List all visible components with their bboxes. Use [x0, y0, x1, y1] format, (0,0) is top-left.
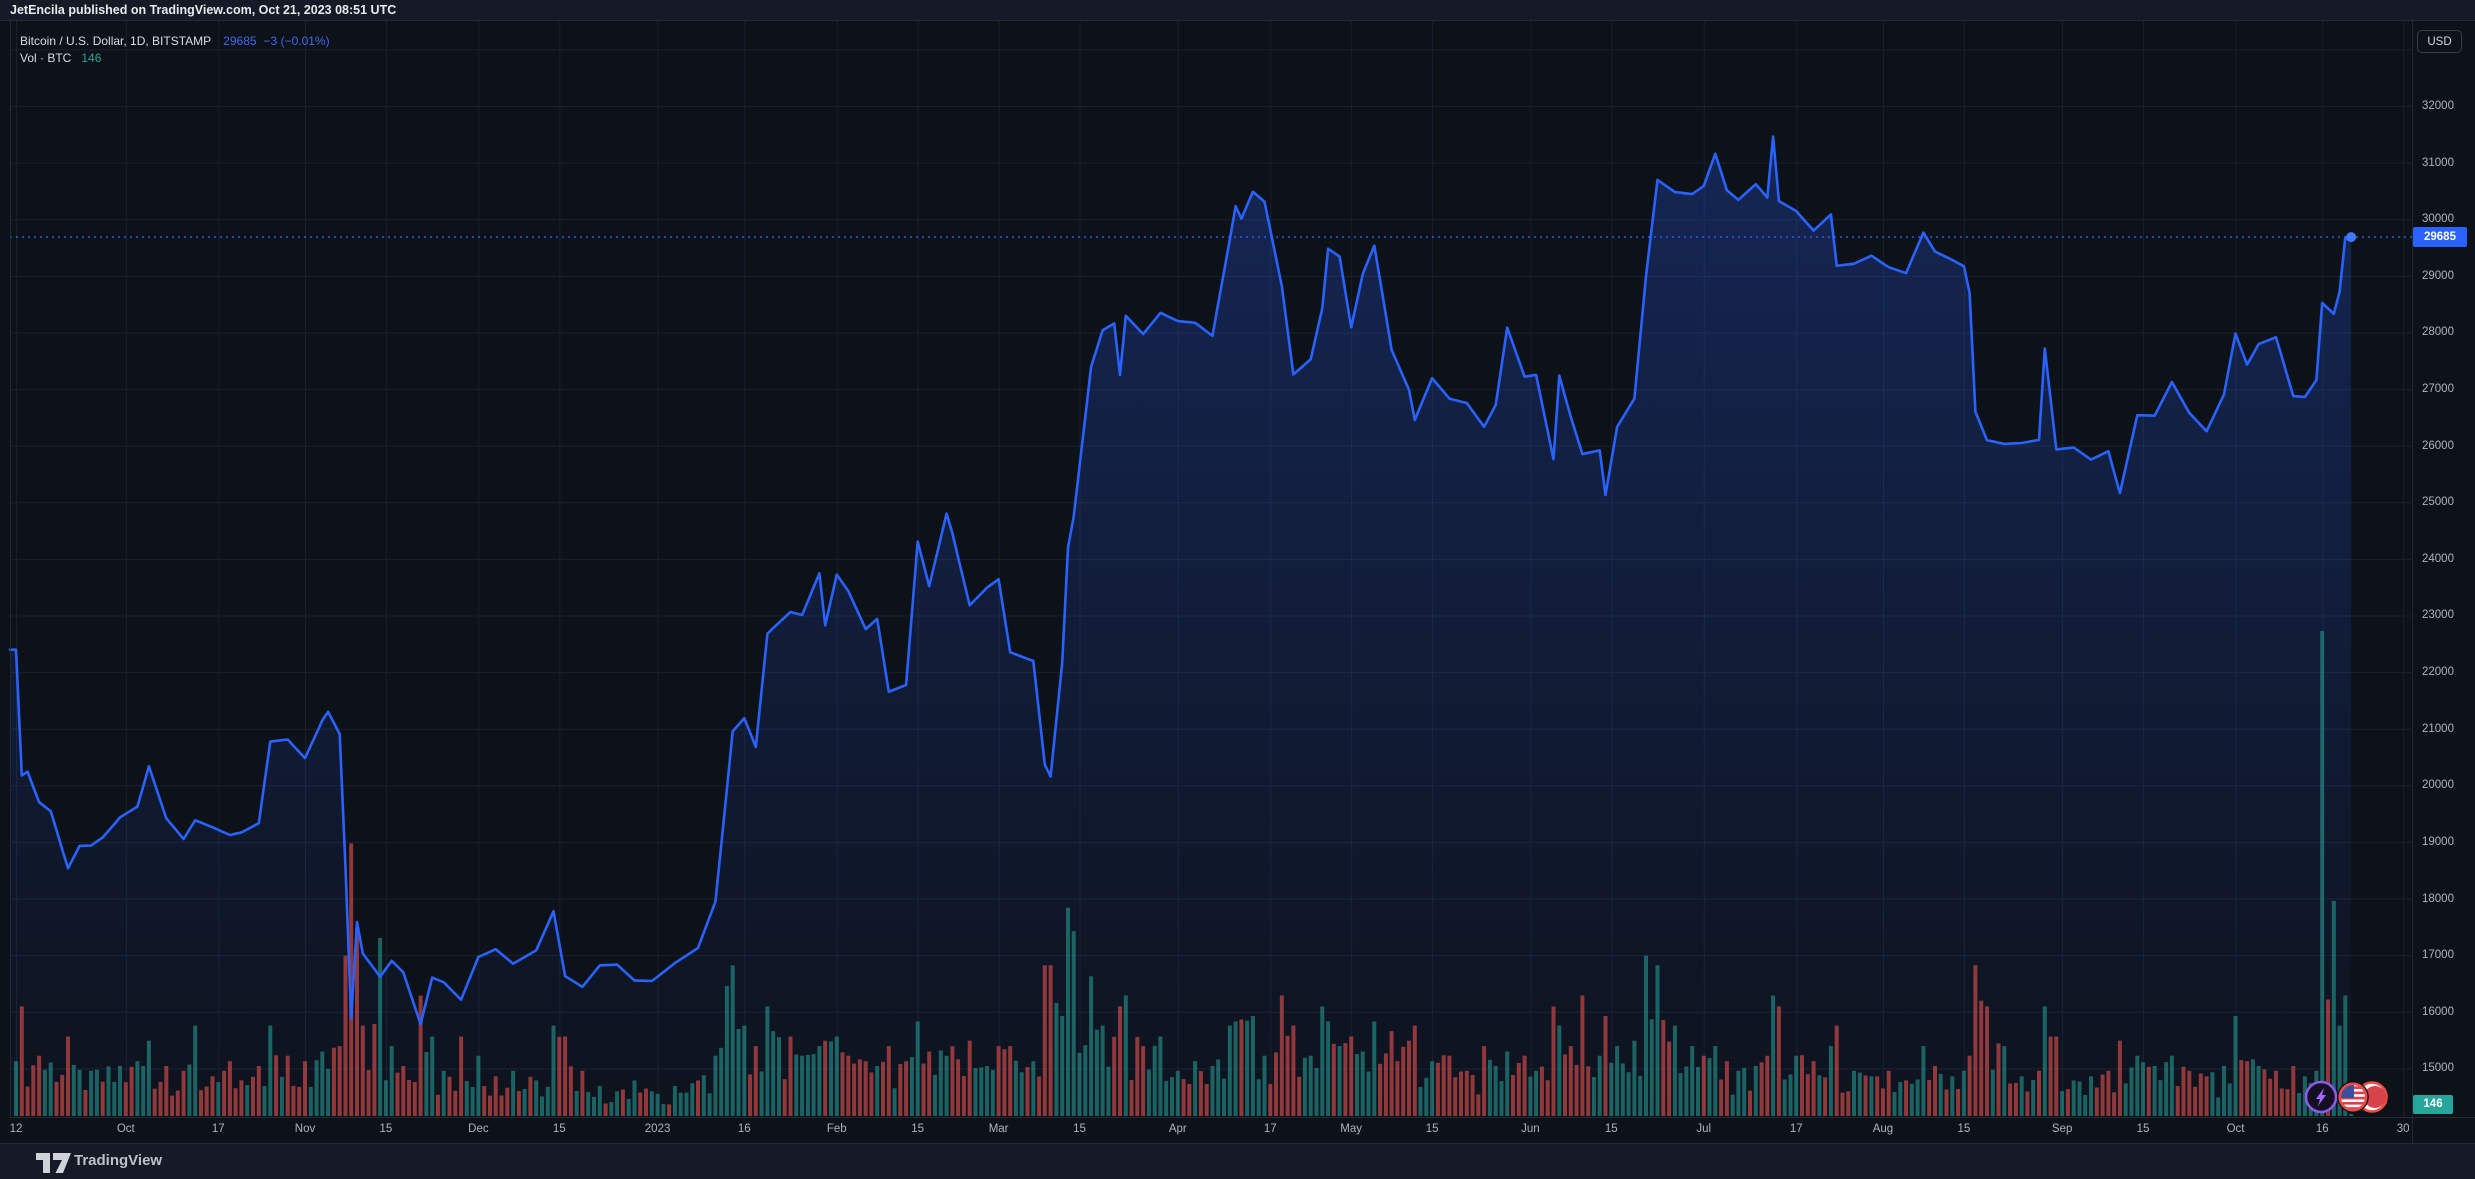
tradingview-logo-icon[interactable]: [36, 1153, 72, 1173]
lightning-icon: [2304, 1080, 2338, 1114]
price-tick-label: 21000: [2422, 722, 2454, 735]
time-tick-label: 15: [1425, 1123, 1439, 1135]
current-price-dot: [2346, 232, 2357, 243]
time-tick-label: 2023: [644, 1123, 671, 1135]
price-tick-label: 19000: [2422, 835, 2454, 848]
current-price-badge: 29685: [2413, 227, 2467, 248]
price-tick-label: 20000: [2422, 779, 2454, 792]
price-line: [8, 135, 2353, 1026]
price-tick-label: 30000: [2422, 213, 2454, 226]
volume-legend: Vol · BTC 146: [20, 51, 101, 65]
time-tick-label: Dec: [468, 1123, 489, 1135]
tradingview-brand-text[interactable]: TradingView: [74, 1152, 163, 1169]
price-tick-label: 16000: [2422, 1005, 2454, 1018]
area-fill: [10, 136, 2352, 1117]
attribution-text: JetEncila published on TradingView.com, …: [10, 3, 397, 17]
price-tick-label: 28000: [2422, 326, 2454, 339]
legend-volume-value: 146: [81, 51, 102, 65]
time-tick-label: 16: [737, 1123, 751, 1135]
time-tick-label: 15: [1073, 1123, 1086, 1135]
time-tick-label: 15: [2136, 1123, 2150, 1135]
time-tick-label: Apr: [1168, 1123, 1187, 1135]
symbol-legend: Bitcoin / U.S. Dollar, 1D, BITSTAMP 29685…: [20, 34, 330, 48]
time-tick-label: 15: [1957, 1123, 1971, 1135]
price-tick-label: 25000: [2422, 496, 2454, 509]
legend-change: −3 (−0.01%): [263, 34, 330, 48]
time-tick-label: Mar: [988, 1123, 1009, 1135]
price-tick-label: 15000: [2422, 1062, 2454, 1075]
time-tick-label: Oct: [2226, 1123, 2245, 1135]
time-tick-label: 15: [379, 1123, 393, 1135]
currency-usd-button[interactable]: USD: [2417, 30, 2462, 53]
time-tick-label: Oct: [116, 1123, 135, 1135]
instrument-icons: [2304, 1080, 2388, 1114]
price-tick-label: 31000: [2422, 156, 2454, 169]
price-tick-label: 23000: [2422, 609, 2454, 622]
usd-flag-icon: [2337, 1081, 2369, 1113]
price-tick-label: 24000: [2422, 552, 2454, 565]
time-tick-label: Sep: [2051, 1123, 2073, 1135]
time-tick-label: Aug: [1872, 1123, 1894, 1135]
time-tick-label: 16: [2315, 1123, 2329, 1135]
time-tick-label: 17: [1789, 1123, 1803, 1135]
time-tick-label: 15: [1604, 1123, 1618, 1135]
legend-volume-label: Vol · BTC: [20, 51, 72, 65]
price-tick-label: 22000: [2422, 666, 2454, 679]
price-tick-label: 27000: [2422, 383, 2454, 396]
time-tick-label: 17: [1263, 1123, 1277, 1135]
current-volume-badge: 146: [2413, 1095, 2453, 1114]
time-tick-label: Nov: [294, 1123, 316, 1135]
time-tick-label: 15: [552, 1123, 566, 1135]
time-tick-label: Feb: [826, 1123, 847, 1135]
time-tick-label: Jun: [1521, 1123, 1540, 1135]
legend-symbol: Bitcoin / U.S. Dollar, 1D, BITSTAMP: [20, 34, 212, 48]
time-tick-label: Jul: [1696, 1123, 1712, 1135]
legend-last-price: 29685: [223, 34, 257, 48]
price-tick-label: 32000: [2422, 100, 2454, 113]
price-tick-label: 29000: [2422, 269, 2454, 282]
time-tick-label: 12: [9, 1123, 23, 1135]
time-tick-label: May: [1340, 1123, 1363, 1135]
time-tick-label: 17: [211, 1123, 225, 1135]
time-tick-label: 30: [2396, 1123, 2410, 1135]
price-tick-label: 18000: [2422, 892, 2454, 905]
price-tick-label: 26000: [2422, 439, 2454, 452]
price-tick-label: 17000: [2422, 949, 2454, 962]
time-tick-label: 15: [911, 1123, 925, 1135]
volume-bars: [14, 631, 2354, 1116]
